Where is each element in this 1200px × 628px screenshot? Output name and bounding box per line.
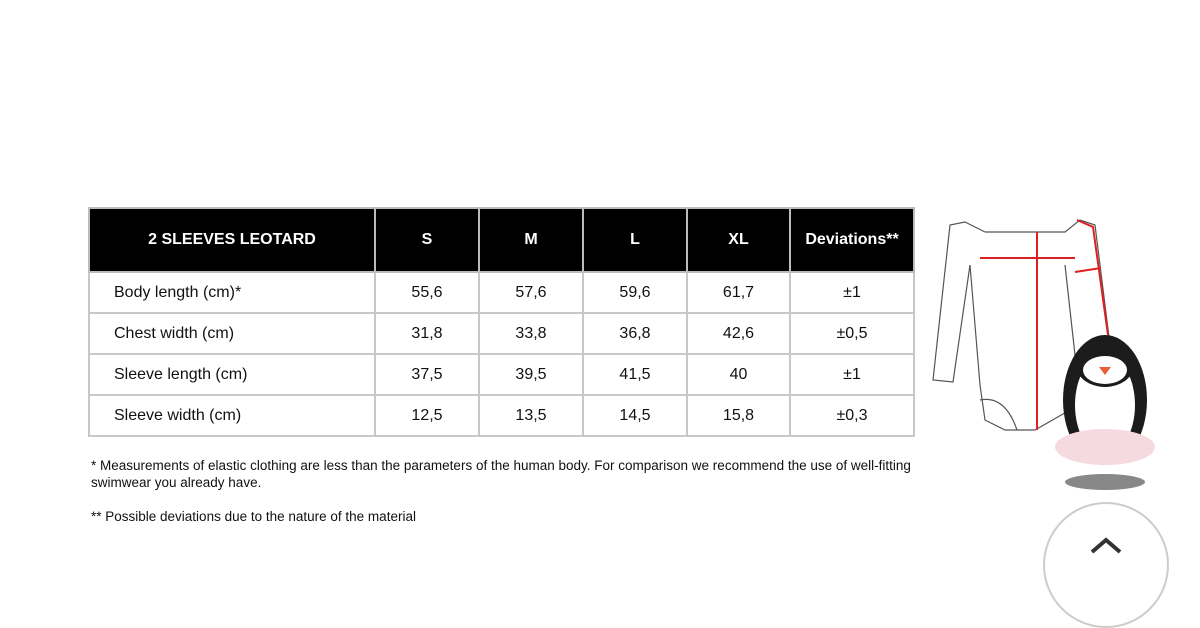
- table-row: Sleeve length (cm) 37,5 39,5 41,5 40 ±1: [88, 353, 915, 396]
- scroll-to-top-button[interactable]: [1043, 502, 1169, 628]
- cell: ±1: [789, 271, 915, 314]
- header-size-m: M: [478, 207, 584, 273]
- header-size-l: L: [582, 207, 688, 273]
- penguin-mascot-icon: [1055, 335, 1155, 490]
- cell: 33,8: [478, 312, 584, 355]
- cell: 39,5: [478, 353, 584, 396]
- footnote-elastic: * Measurements of elastic clothing are l…: [91, 458, 911, 490]
- measure-lines: [980, 219, 1109, 430]
- table-row: Sleeve width (cm) 12,5 13,5 14,5 15,8 ±0…: [88, 394, 915, 437]
- header-size-s: S: [374, 207, 480, 273]
- header-product: 2 SLEEVES LEOTARD: [88, 207, 376, 273]
- chevron-up-icon: [1090, 537, 1122, 554]
- cell: ±0,3: [789, 394, 915, 437]
- table-row: Body length (cm)* 55,6 57,6 59,6 61,7 ±1: [88, 271, 915, 314]
- cell: 12,5: [374, 394, 480, 437]
- header-size-xl: XL: [686, 207, 791, 273]
- footnote-deviations: ** Possible deviations due to the nature…: [91, 509, 416, 524]
- footnotes: * Measurements of elastic clothing are l…: [91, 457, 911, 542]
- cell: 61,7: [686, 271, 791, 314]
- cell: 31,8: [374, 312, 480, 355]
- row-label: Sleeve length (cm): [88, 353, 376, 396]
- cell: ±1: [789, 353, 915, 396]
- cell: 42,6: [686, 312, 791, 355]
- cell: 59,6: [582, 271, 688, 314]
- size-chart-table: 2 SLEEVES LEOTARD S M L XL Deviations** …: [88, 207, 915, 437]
- row-label: Sleeve width (cm): [88, 394, 376, 437]
- cell: 36,8: [582, 312, 688, 355]
- cell: 14,5: [582, 394, 688, 437]
- row-label: Chest width (cm): [88, 312, 376, 355]
- cell: 41,5: [582, 353, 688, 396]
- cell: 13,5: [478, 394, 584, 437]
- cell: 15,8: [686, 394, 791, 437]
- table-header-row: 2 SLEEVES LEOTARD S M L XL Deviations**: [88, 207, 915, 273]
- cell: ±0,5: [789, 312, 915, 355]
- cell: 55,6: [374, 271, 480, 314]
- leotard-measurement-illustration: [932, 219, 1155, 490]
- leotard-outline: [932, 219, 1111, 431]
- row-label: Body length (cm)*: [88, 271, 376, 314]
- header-deviations: Deviations**: [789, 207, 915, 273]
- cell: 40: [686, 353, 791, 396]
- cell: 37,5: [374, 353, 480, 396]
- cell: 57,6: [478, 271, 584, 314]
- table-row: Chest width (cm) 31,8 33,8 36,8 42,6 ±0,…: [88, 312, 915, 355]
